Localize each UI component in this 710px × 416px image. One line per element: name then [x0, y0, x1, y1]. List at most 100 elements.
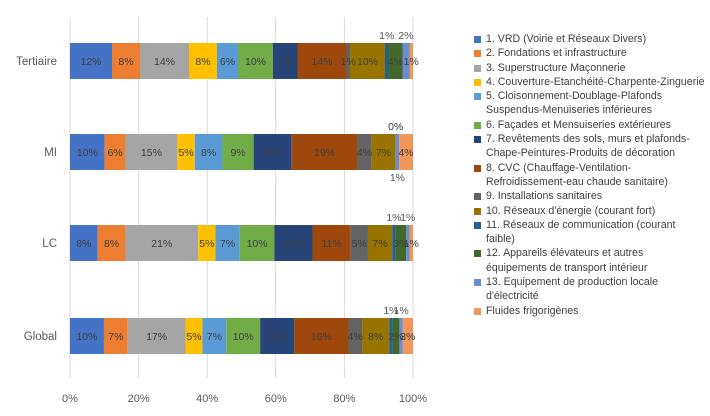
legend-item: Fluides frigorigènes: [474, 304, 706, 318]
data-label: 8%: [104, 238, 119, 250]
legend-item: 7. Revêtements des sols, murs et plafond…: [474, 132, 706, 161]
x-tick-label: 40%: [196, 393, 218, 405]
bar-segment: [294, 318, 349, 354]
legend-label: 8. CVC (Chauffage-Ventilation-Refroidiss…: [486, 161, 668, 188]
bar-segment: [194, 134, 223, 170]
legend-swatch: [474, 193, 481, 201]
x-tick-label: 20%: [128, 393, 150, 405]
legend-label: 5. Cloisonnement-Doublage-Plafonds Suspe…: [486, 90, 663, 117]
legend-label: 13. Equipement de production locale d'él…: [486, 276, 658, 303]
data-label: 7%: [278, 56, 293, 68]
bar-segment: [185, 318, 203, 354]
bar-segment: [297, 43, 347, 79]
legend-label: Fluides frigorigènes: [486, 304, 579, 317]
bar-segment: [392, 318, 400, 354]
legend-item: 13. Equipement de production locale d'él…: [474, 275, 706, 304]
bar-segment: [215, 225, 240, 261]
bar-segment: [388, 43, 403, 79]
bar-segment: [395, 225, 407, 261]
legend-swatch: [474, 221, 481, 229]
data-label: 7%: [207, 331, 222, 343]
bar-segment: [362, 318, 390, 354]
bar-segment: [140, 43, 189, 79]
data-label: 1%: [386, 212, 401, 224]
legend-item: 2. Fondations et infrastructure: [474, 46, 706, 60]
legend-item: 10. Réseaux d'énergie (courant fort): [474, 204, 706, 218]
bar-segment: [222, 134, 254, 170]
data-labels: 12% 8% 14% 8% 6% 10% 7% 14% 1% 10%1%4%2%1%10% 6% 15…: [76, 30, 419, 343]
data-label: 15%: [141, 147, 162, 159]
bar-segment: [238, 43, 273, 79]
data-label: 0%: [388, 121, 403, 133]
x-tick-label: 100%: [399, 393, 427, 405]
data-label: 6%: [107, 147, 122, 159]
data-label: 5%: [178, 147, 193, 159]
legend-swatch: [474, 36, 481, 43]
chart-legend: 1. VRD (Voirie et Réseaux Divers) 2. Fond…: [474, 32, 706, 318]
legend-label: 1. VRD (Voirie et Réseaux Divers): [486, 33, 647, 45]
legend-swatch: [474, 93, 481, 101]
legend-swatch: [474, 64, 481, 72]
bar-segment: [346, 43, 350, 79]
legend-label: 10. Réseaux d'énergie (courant fort): [486, 204, 656, 217]
bar-segment: [127, 318, 186, 354]
data-label: 4%: [357, 147, 372, 159]
data-label: 8%: [368, 331, 383, 343]
bar-segment: [189, 43, 217, 79]
legend-item: 3. Superstructure Maçonnerie: [474, 61, 706, 75]
bar-segment: [253, 134, 292, 170]
data-label: 21%: [151, 238, 172, 250]
data-label: 17%: [146, 331, 167, 343]
data-label: 10%: [77, 147, 98, 159]
legend-label: 2. Fondations et infrastructure: [486, 47, 627, 60]
data-label: 10%: [233, 331, 254, 343]
category-label: Tertiaire: [16, 56, 57, 68]
x-tick-label: 60%: [265, 393, 287, 405]
legend-swatch: [474, 164, 481, 172]
data-label: 5%: [352, 238, 367, 250]
bar-segment: [385, 43, 389, 79]
data-label: 10%: [245, 56, 266, 68]
data-label: 3%: [393, 238, 408, 250]
bar-segment: [97, 225, 126, 261]
bar-segment: [125, 225, 199, 261]
data-label: 1%: [404, 56, 419, 68]
data-label: 19%: [314, 147, 335, 159]
data-label: 1%: [390, 172, 405, 184]
data-label: 10%: [247, 238, 268, 250]
data-label: 3%: [400, 331, 415, 343]
category-axis-labels: Tertiaire MI LC Global: [16, 56, 57, 343]
legend-label: 3. Superstructure Maçonnerie: [486, 61, 626, 74]
data-label: 10%: [357, 56, 378, 68]
data-label: 11%: [321, 238, 341, 250]
legend-item: 11. Réseaux de communication (courant fa…: [474, 218, 706, 247]
data-label: 14%: [154, 56, 175, 68]
legend-item: 4. Couverture-Etanchéité-Charpente-Zingu…: [474, 75, 706, 89]
data-label: 8%: [118, 56, 133, 68]
bar-segment: [348, 318, 363, 354]
legend-swatch: [474, 50, 481, 58]
bar-segment: [350, 43, 385, 79]
data-label: 1%: [379, 30, 394, 42]
bar-segments: [70, 43, 413, 354]
legend-label: 7. Revêtements des sols, murs et plafond…: [486, 133, 690, 160]
data-label: 1%: [400, 212, 415, 224]
legend-swatch: [474, 136, 481, 144]
data-label: 8%: [201, 147, 216, 159]
bar-segment: [274, 225, 313, 261]
data-label: 7%: [220, 238, 235, 250]
legend-swatch: [474, 121, 481, 129]
bar-segment: [112, 43, 140, 79]
bar-segment: [70, 318, 104, 354]
legend-item: 8. CVC (Chauffage-Ventilation-Refroidiss…: [474, 161, 706, 190]
data-label: 1%: [404, 238, 419, 250]
bar-segment: [399, 318, 403, 354]
bar-segment: [273, 43, 298, 79]
bar-segment: [395, 134, 400, 170]
legend-label: 6. Façades et Mensuiseries extérieures: [486, 118, 671, 131]
data-label: 9%: [230, 147, 245, 159]
data-label: 4%: [388, 56, 403, 68]
data-label: 2%: [388, 331, 403, 343]
category-label: MI: [44, 147, 57, 159]
data-label: 7%: [108, 331, 123, 343]
